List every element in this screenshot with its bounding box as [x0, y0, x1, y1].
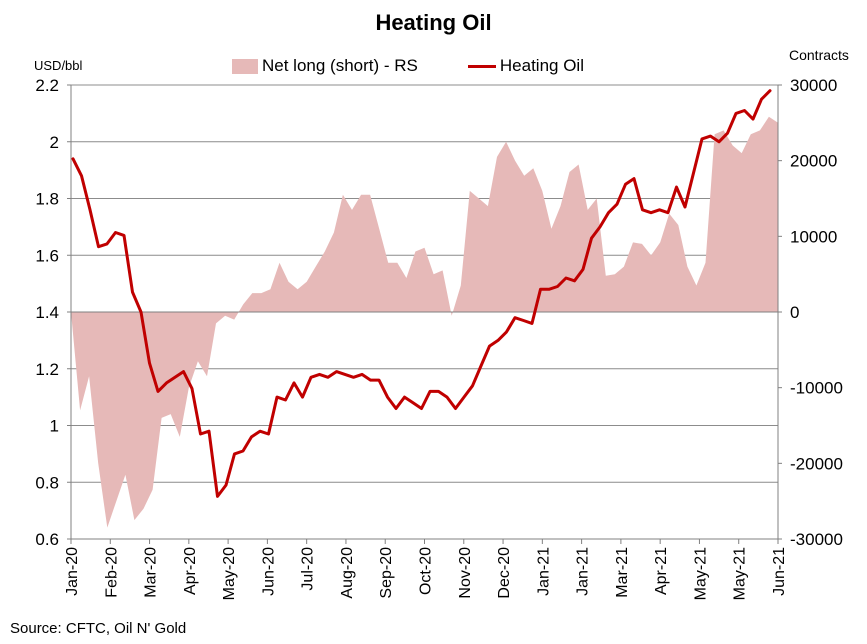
x-tick-label: Jan-21 — [535, 547, 552, 596]
x-tick-label: Dec-20 — [496, 547, 513, 599]
x-tick-label: May-20 — [221, 547, 238, 600]
heating-oil-line — [71, 89, 772, 498]
right-tick-label: -30000 — [790, 530, 843, 549]
x-tick-label: Mar-21 — [614, 547, 631, 598]
left-axis-unit: USD/bbl — [34, 58, 83, 73]
left-tick-label: 1.4 — [35, 303, 59, 322]
x-tick-label: Aug-20 — [339, 547, 356, 599]
right-tick-label: 0 — [790, 303, 799, 322]
x-tick-label: Nov-20 — [457, 547, 474, 599]
x-tick-label: Jun-21 — [771, 547, 788, 596]
right-tick-label: 10000 — [790, 227, 837, 246]
left-tick-label: 1.8 — [35, 190, 59, 209]
chart-title: Heating Oil — [375, 10, 492, 35]
x-tick-label: Oct-20 — [418, 547, 435, 595]
legend-line-label: Heating Oil — [499, 56, 584, 75]
right-tick-label: 30000 — [790, 76, 837, 95]
net-long-area — [71, 116, 778, 528]
right-tick-label: 20000 — [790, 152, 837, 171]
x-tick-label: Jun-20 — [260, 547, 277, 596]
x-tick-label: Jan-21 — [575, 547, 592, 596]
left-tick-label: 1.2 — [35, 360, 59, 379]
x-tick-label: Apr-20 — [182, 547, 199, 595]
legend: Net long (short) - RS Heating Oil — [232, 56, 584, 76]
left-tick-label: 2.2 — [35, 76, 59, 95]
right-tick-label: -10000 — [790, 379, 843, 398]
x-tick-label: May-21 — [732, 547, 749, 600]
left-tick-label: 0.8 — [35, 473, 59, 492]
x-tick-label: Sep-20 — [378, 547, 395, 599]
source-note: Source: CFTC, Oil N' Gold — [10, 620, 187, 637]
x-tick-label: Jan-20 — [64, 547, 81, 596]
legend-area-swatch — [232, 58, 258, 74]
left-tick-label: 2 — [50, 133, 59, 152]
x-tick-label: Mar-20 — [143, 547, 160, 598]
x-tick-label: Feb-20 — [103, 547, 120, 598]
legend-line-swatch — [467, 64, 496, 68]
left-tick-label: 1 — [50, 417, 59, 436]
x-tick-label: Apr-21 — [653, 547, 670, 595]
left-tick-label: 1.6 — [35, 246, 59, 265]
left-tick-label: 0.6 — [35, 530, 59, 549]
legend-area-label: Net long (short) - RS — [262, 56, 418, 75]
x-tick-label: Jul-20 — [300, 547, 317, 591]
right-axis-unit: Contracts — [789, 47, 849, 63]
right-tick-label: -20000 — [790, 454, 843, 473]
x-tick-label: May-21 — [692, 547, 709, 600]
